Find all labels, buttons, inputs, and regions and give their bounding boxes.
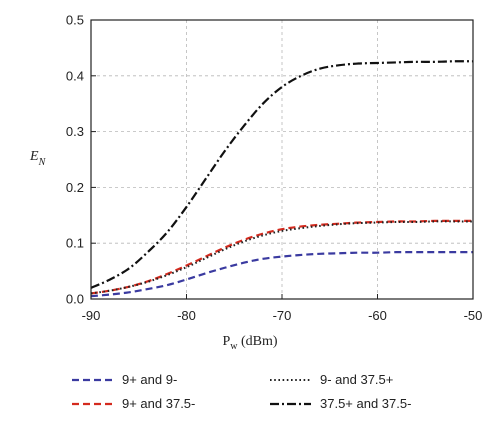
x-tick-label: -80 (177, 308, 196, 323)
y-axis-label-main: E (29, 149, 39, 164)
x-axis-label-sub: w (230, 341, 238, 352)
x-tick-label: -90 (82, 308, 101, 323)
grid-lines (91, 20, 473, 299)
legend-label-1: 9+ and 9- (122, 372, 177, 387)
y-tick-label: 0.0 (66, 292, 84, 307)
y-tick-label: 0.5 (66, 13, 84, 28)
legend-item-1: 9+ and 9- (72, 372, 177, 387)
legend-item-3: 9- and 37.5+ (270, 372, 393, 387)
x-axis-label-rest: (dBm) (237, 334, 277, 349)
legend-label-3: 9- and 37.5+ (320, 372, 393, 387)
y-axis-label: EN (29, 149, 47, 168)
axis-ticks: -90 -80 -70 -60 -50 0.0 0.1 0.2 0.3 0.4 0.5 (66, 13, 482, 324)
x-tick-label: -60 (368, 308, 387, 323)
y-tick-label: 0.3 (66, 124, 84, 139)
y-axis-label-sub: N (38, 157, 47, 168)
x-tick-label: -70 (273, 308, 292, 323)
x-axis-label: Pw (dBm) (222, 334, 277, 352)
x-tick-label: -50 (464, 308, 483, 323)
y-tick-label: 0.2 (66, 180, 84, 195)
legend-label-4: 37.5+ and 37.5- (320, 396, 411, 411)
y-tick-label: 0.4 (66, 68, 84, 83)
series-line-1 (90, 250, 473, 298)
series-line-4 (90, 60, 474, 289)
series-line-3 (90, 220, 473, 295)
y-tick-label: 0.1 (66, 236, 84, 251)
legend-item-2: 9+ and 37.5- (72, 396, 195, 411)
x-axis-label-main: P (222, 334, 230, 349)
legend: 9+ and 9- 9+ and 37.5- 9- and 37.5+ 37.5… (72, 372, 411, 411)
series-lines (90, 60, 474, 298)
legend-item-4: 37.5+ and 37.5- (270, 396, 411, 411)
series-line-2 (90, 219, 473, 295)
legend-label-2: 9+ and 37.5- (122, 396, 195, 411)
